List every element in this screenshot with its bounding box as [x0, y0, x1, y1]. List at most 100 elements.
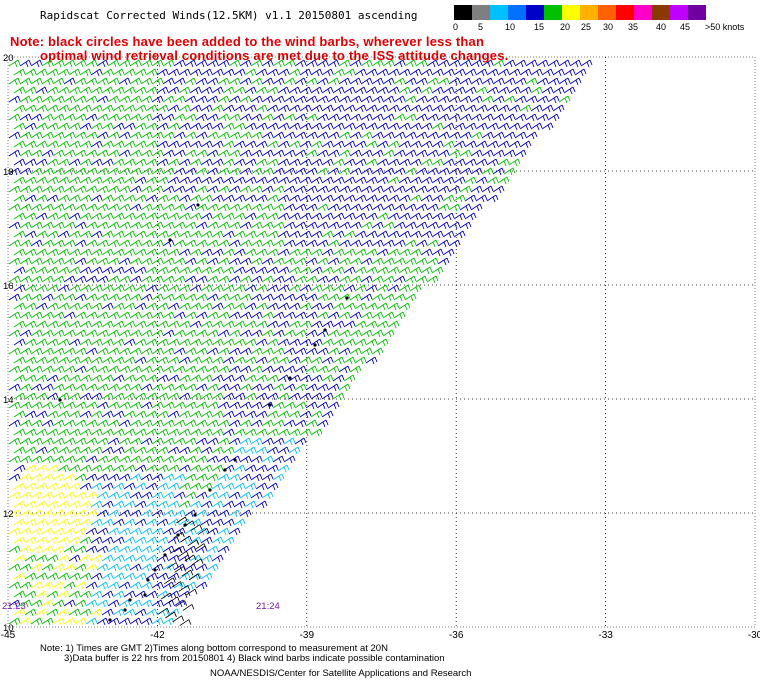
- longitude-label: -45: [1, 630, 16, 641]
- wind-barb: [316, 167, 329, 176]
- wind-barb: [217, 167, 230, 176]
- wind-barb: [470, 167, 483, 176]
- wind-barb: [547, 95, 560, 104]
- wind-barb: [349, 221, 362, 230]
- wind-barb: [217, 527, 230, 536]
- wind-barb: [343, 374, 356, 383]
- wind-barb: [112, 464, 125, 473]
- wind-barb: [195, 293, 208, 302]
- wind-barb: [129, 419, 142, 428]
- wind-barb: [112, 194, 125, 203]
- wind-barb: [140, 455, 153, 464]
- wind-barb: [486, 104, 499, 113]
- wind-barb: [233, 428, 246, 437]
- wind-barb: [57, 212, 70, 221]
- wind-barb: [228, 221, 241, 230]
- wind-barb: [189, 266, 202, 275]
- wind-barb: [134, 176, 147, 185]
- legend-swatch-9: [616, 5, 634, 20]
- wind-barb: [8, 599, 21, 608]
- wind-barb: [321, 104, 334, 113]
- wind-barb: [321, 392, 334, 401]
- wind-barb: [475, 122, 488, 131]
- wind-barb: [261, 293, 274, 302]
- wind-barb: [57, 536, 70, 545]
- contaminated-barb: [194, 543, 207, 550]
- wind-barb: [140, 473, 153, 482]
- wind-barb: [46, 194, 59, 203]
- wind-barb: [371, 239, 384, 248]
- wind-barb: [195, 95, 208, 104]
- wind-barb: [321, 266, 334, 275]
- wind-barb: [453, 68, 466, 77]
- wind-barb: [8, 221, 21, 230]
- wind-barb: [382, 77, 395, 86]
- wind-barb: [52, 203, 65, 212]
- wind-barb: [343, 68, 356, 77]
- wind-barb: [200, 572, 213, 581]
- wind-barb: [101, 590, 114, 599]
- wind-barb: [492, 185, 505, 194]
- wind-barb: [8, 365, 21, 374]
- wind-barb: [118, 113, 131, 122]
- wind-barb: [35, 212, 48, 221]
- wind-barb: [74, 329, 87, 338]
- wind-barb: [68, 176, 81, 185]
- wind-barb: [68, 230, 81, 239]
- wind-barb: [217, 59, 230, 68]
- wind-barb: [272, 239, 285, 248]
- wind-barb: [200, 338, 213, 347]
- legend-label-6: 30: [603, 22, 614, 32]
- wind-barb: [200, 536, 213, 545]
- wind-barb: [376, 158, 389, 167]
- wind-barb: [8, 617, 21, 626]
- wind-barb: [580, 59, 593, 68]
- wind-barb: [79, 140, 92, 149]
- wind-barb: [404, 221, 417, 230]
- wind-barb: [266, 122, 279, 131]
- wind-barb: [13, 446, 26, 455]
- wind-barb: [393, 149, 406, 158]
- wind-barb: [24, 446, 37, 455]
- wind-barb: [118, 239, 131, 248]
- wind-barb: [123, 572, 136, 581]
- wind-barb: [101, 320, 114, 329]
- wind-barb: [387, 212, 400, 221]
- wind-barb: [74, 365, 87, 374]
- wind-barb: [211, 230, 224, 239]
- wind-barb: [244, 338, 257, 347]
- wind-barb: [200, 212, 213, 221]
- wind-barb: [200, 230, 213, 239]
- wind-barb: [255, 212, 268, 221]
- wind-barb: [321, 284, 334, 293]
- wind-barb: [200, 446, 213, 455]
- wind-barb: [481, 113, 494, 122]
- wind-barb: [35, 374, 48, 383]
- wind-barb: [200, 158, 213, 167]
- wind-barb: [123, 356, 136, 365]
- wind-barb: [211, 284, 224, 293]
- wind-barb: [206, 77, 219, 86]
- wind-barb: [24, 500, 37, 509]
- wind-barb: [178, 536, 191, 545]
- wind-barb: [63, 293, 76, 302]
- wind-barb: [310, 392, 323, 401]
- wind-barb: [107, 329, 120, 338]
- wind-barb: [79, 230, 92, 239]
- wind-barb: [52, 419, 65, 428]
- wind-barb: [134, 374, 147, 383]
- wind-barb: [354, 230, 367, 239]
- wind-barb: [228, 77, 241, 86]
- wind-barb: [261, 419, 274, 428]
- contamination-marker: [268, 403, 272, 407]
- wind-barb: [134, 194, 147, 203]
- wind-barb: [283, 329, 296, 338]
- wind-barb: [107, 581, 120, 590]
- wind-barb: [255, 302, 268, 311]
- wind-barb: [173, 419, 186, 428]
- wind-barb: [140, 599, 153, 608]
- wind-barb: [123, 446, 136, 455]
- wind-barb: [431, 176, 444, 185]
- wind-barb: [162, 203, 175, 212]
- wind-barb: [162, 185, 175, 194]
